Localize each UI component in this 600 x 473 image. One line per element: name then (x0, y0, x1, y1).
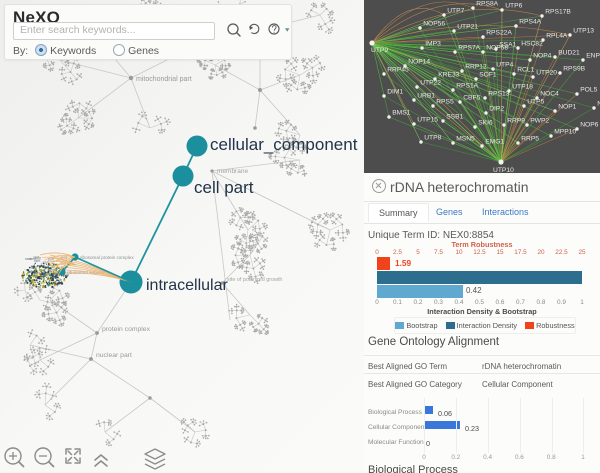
svg-text:UTP8: UTP8 (424, 135, 441, 142)
svg-text:ribosomal protein complex: ribosomal protein complex (80, 255, 134, 260)
svg-text:NOP4: NOP4 (533, 53, 551, 60)
svg-text:RPS5: RPS5 (436, 99, 454, 106)
svg-text:NOP14: NOP14 (408, 59, 430, 66)
svg-text:MSN5: MSN5 (456, 136, 475, 143)
svg-text:RRP5: RRP5 (521, 136, 539, 143)
svg-text:SOF1: SOF1 (479, 72, 497, 79)
svg-text:protein complex: protein complex (102, 326, 151, 333)
svg-text:RPS13: RPS13 (488, 91, 509, 98)
svg-text:UTP15: UTP15 (417, 117, 438, 124)
svg-text:BMS1: BMS1 (392, 110, 410, 117)
svg-text:KRE33: KRE33 (438, 72, 459, 79)
svg-text:cell part: cell part (194, 178, 254, 197)
svg-text:DIM1: DIM1 (387, 89, 403, 96)
svg-text:NOP56: NOP56 (423, 21, 445, 28)
svg-text:SSA1: SSA1 (499, 42, 516, 49)
svg-text:nuclear part: nuclear part (96, 352, 132, 359)
svg-text:IMP3: IMP3 (425, 41, 441, 48)
svg-text:HSC82: HSC82 (521, 41, 543, 48)
svg-text:NOP1: NOP1 (558, 104, 576, 111)
svg-text:RCL1: RCL1 (517, 67, 534, 74)
svg-text:UTP6: UTP6 (505, 3, 522, 10)
svg-text:ssrrt: ssrrt (25, 257, 31, 261)
svg-text:UTP20: UTP20 (536, 70, 557, 77)
svg-text:UTP21: UTP21 (457, 24, 478, 31)
svg-text:ssrrt: ssrrt (33, 271, 39, 275)
svg-text:RRP45: RRP45 (387, 67, 409, 74)
svg-text:cellular_component: cellular_component (210, 135, 358, 154)
svg-text:URB1: URB1 (417, 93, 435, 100)
svg-text:RPS17B: RPS17B (545, 9, 571, 16)
svg-text:intracellular: intracellular (146, 277, 228, 294)
svg-text:RPS9B: RPS9B (563, 66, 585, 73)
svg-text:UTP13: UTP13 (573, 28, 594, 35)
svg-text:RPS4A: RPS4A (519, 19, 541, 26)
svg-text:SKI6: SKI6 (478, 120, 493, 127)
svg-text:mitochondrial part: mitochondrial part (136, 76, 192, 83)
svg-text:DIP2: DIP2 (489, 106, 504, 113)
svg-text:NOC4: NOC4 (540, 91, 559, 98)
svg-text:MPP10: MPP10 (554, 129, 576, 136)
svg-text:SSB1: SSB1 (446, 114, 463, 121)
svg-text:EMG1: EMG1 (485, 139, 504, 146)
svg-text:RPS1A: RPS1A (456, 83, 478, 90)
svg-text:UTP22: UTP22 (420, 80, 441, 87)
svg-text:RPL4A: RPL4A (546, 33, 568, 40)
svg-text:UTP7: UTP7 (447, 8, 464, 15)
svg-text:PWP2: PWP2 (530, 118, 549, 125)
svg-text:UTP4: UTP4 (496, 62, 513, 69)
svg-text:NOP6: NOP6 (580, 122, 598, 129)
svg-text:ENP1: ENP1 (586, 53, 600, 60)
svg-text:POL5: POL5 (580, 87, 597, 94)
svg-text:CBF5: CBF5 (463, 95, 480, 102)
svg-text:RRP12: RRP12 (465, 64, 487, 71)
svg-text:RPS8A: RPS8A (476, 1, 498, 8)
svg-text:RRP9: RRP9 (507, 118, 525, 125)
svg-text:ssrrt: ssrrt (42, 274, 48, 278)
svg-text:UTP9: UTP9 (371, 47, 388, 54)
svg-text:BUD21: BUD21 (558, 50, 580, 57)
svg-text:ssrrt: ssrrt (30, 265, 36, 269)
svg-text:RPS22A: RPS22A (486, 30, 512, 37)
svg-text:RPS7A: RPS7A (458, 45, 480, 52)
svg-text:UTP5: UTP5 (527, 99, 544, 106)
svg-text:UTP18: UTP18 (512, 84, 533, 91)
svg-text:ssrrt: ssrrt (39, 264, 45, 268)
svg-text:membrane: membrane (217, 168, 248, 175)
svg-text:ssrrt: ssrrt (33, 255, 39, 259)
